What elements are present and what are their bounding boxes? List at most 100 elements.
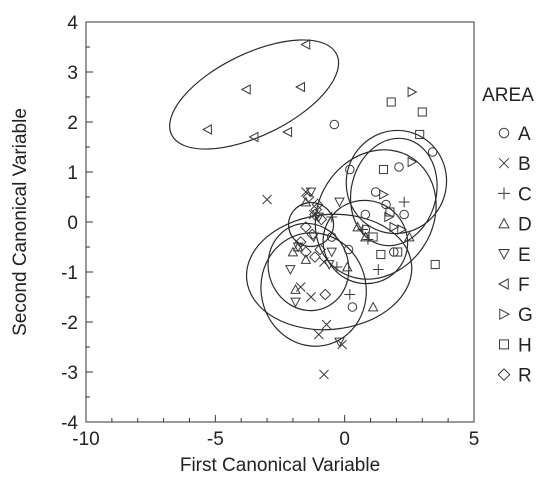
- legend-marker-b: [498, 157, 510, 169]
- point-b: [337, 339, 347, 350]
- point-a: [347, 302, 358, 312]
- point-g: [389, 221, 400, 233]
- point-e: [326, 247, 338, 258]
- ellipse-a: [314, 149, 437, 280]
- ellipse-e: [267, 222, 350, 312]
- point-h: [386, 97, 396, 107]
- point-b: [319, 369, 329, 380]
- y-tick-label: -3: [61, 363, 78, 384]
- point-r: [309, 251, 321, 263]
- ellipse-r: [287, 201, 335, 248]
- legend-label-e: E: [518, 245, 531, 266]
- ellipse-h: [345, 129, 448, 235]
- point-e: [334, 337, 345, 348]
- point-a: [329, 119, 340, 130]
- point-c: [362, 234, 374, 245]
- legend-label-r: R: [518, 366, 532, 387]
- point-d: [360, 231, 371, 242]
- legend-marker-e: [498, 249, 510, 260]
- point-g: [384, 211, 395, 223]
- legend-marker-a: [498, 127, 510, 139]
- point-b: [295, 282, 306, 292]
- point-r: [299, 221, 312, 233]
- point-f: [282, 126, 293, 138]
- point-a: [360, 209, 371, 220]
- legend-marker-c: [498, 187, 510, 200]
- point-d: [352, 221, 363, 232]
- x-tick-label: 0: [339, 429, 350, 450]
- point-h: [376, 249, 386, 260]
- point-f: [295, 81, 306, 93]
- point-b: [301, 187, 311, 197]
- point-a: [394, 162, 404, 172]
- x-tick-label: 5: [469, 429, 480, 450]
- point-a: [399, 209, 409, 220]
- point-e: [290, 297, 301, 308]
- ellipse-c: [322, 199, 409, 285]
- legend-label-g: G: [518, 305, 533, 326]
- ellipse-f: [169, 39, 340, 150]
- y-tick-label: 4: [67, 13, 78, 34]
- y-tick-label: 2: [67, 113, 78, 134]
- point-f: [300, 39, 311, 50]
- point-r: [315, 213, 328, 226]
- point-d: [287, 246, 299, 257]
- point-r: [314, 243, 326, 256]
- legend-marker-d: [498, 217, 510, 229]
- point-e: [323, 260, 335, 271]
- point-g: [379, 189, 390, 200]
- point-e: [285, 265, 296, 276]
- legend-marker-h: [499, 339, 509, 350]
- point-a: [345, 164, 355, 175]
- point-h: [385, 207, 395, 217]
- point-r: [319, 288, 332, 301]
- point-r: [294, 236, 307, 248]
- point-h: [430, 259, 440, 270]
- point-r: [306, 228, 319, 241]
- point-f: [248, 131, 259, 143]
- point-c: [326, 211, 338, 223]
- point-c: [398, 196, 410, 208]
- ellipse-b: [260, 232, 367, 347]
- legend-label-b: B: [518, 154, 531, 175]
- point-h: [368, 232, 378, 242]
- y-tick-label: -1: [61, 263, 78, 284]
- point-d: [290, 283, 301, 294]
- x-axis-label: First Canonical Variable: [180, 455, 380, 476]
- point-e: [308, 232, 319, 243]
- legend-label-c: C: [518, 184, 532, 205]
- point-r: [299, 246, 312, 258]
- point-d: [367, 301, 379, 312]
- point-g: [407, 156, 418, 168]
- point-h: [417, 107, 427, 117]
- point-a: [427, 147, 438, 157]
- point-r: [311, 198, 324, 211]
- y-tick-label: 1: [67, 163, 78, 184]
- data-points: [202, 39, 440, 380]
- point-d: [300, 253, 312, 264]
- point-a: [326, 232, 337, 242]
- point-h: [393, 247, 403, 257]
- point-a: [370, 187, 381, 197]
- legend-label-a: A: [518, 124, 531, 145]
- point-f: [202, 124, 212, 135]
- x-tick-label: -5: [207, 429, 224, 450]
- confidence-ellipses: [169, 39, 448, 347]
- point-g: [397, 224, 408, 235]
- ellipse-g: [349, 137, 438, 247]
- point-h: [415, 129, 425, 140]
- point-h: [378, 164, 389, 175]
- point-d: [403, 231, 415, 242]
- point-a: [343, 244, 354, 255]
- y-tick-label: -2: [61, 313, 78, 334]
- point-b: [306, 292, 316, 302]
- point-c: [331, 261, 343, 273]
- plot-frame: [85, 21, 475, 423]
- legend-label-h: H: [518, 335, 532, 356]
- point-b: [321, 319, 332, 330]
- point-d: [341, 261, 353, 272]
- y-tick-label: 3: [67, 63, 78, 84]
